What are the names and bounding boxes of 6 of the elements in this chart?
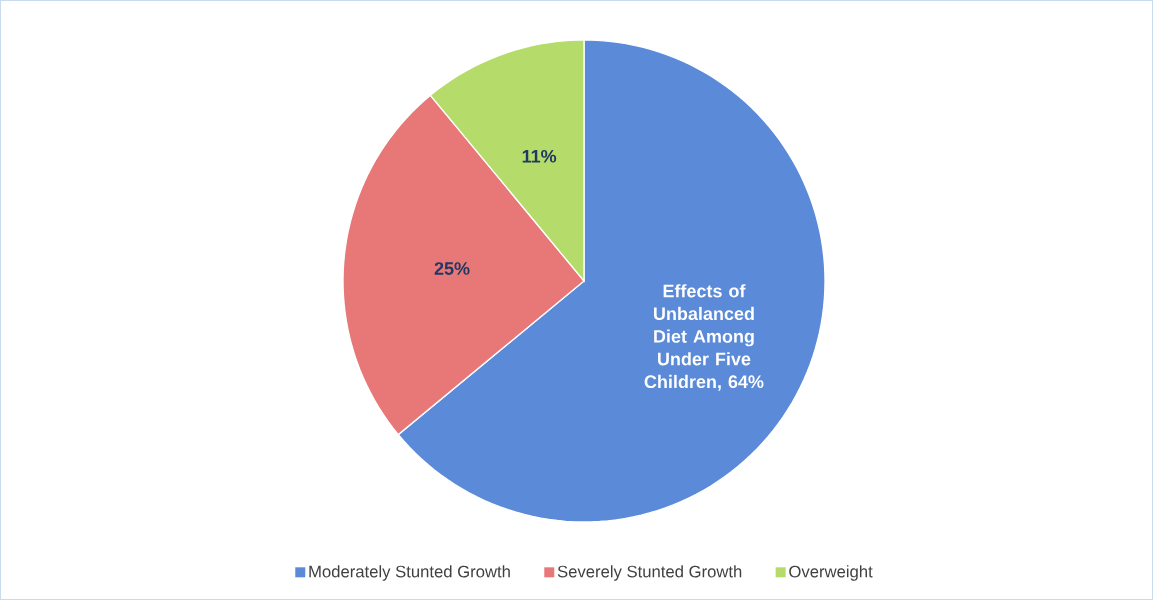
legend-label: Moderately Stunted Growth bbox=[309, 565, 510, 581]
data-label: Effects of Unbalanced Diet Among Under Five Children, 64% bbox=[644, 284, 764, 391]
legend-label: Overweight bbox=[789, 565, 873, 581]
legend-label: Severely Stunted Growth bbox=[557, 565, 742, 581]
data-label: 11% bbox=[522, 149, 557, 163]
data-label: 25% bbox=[434, 262, 470, 275]
